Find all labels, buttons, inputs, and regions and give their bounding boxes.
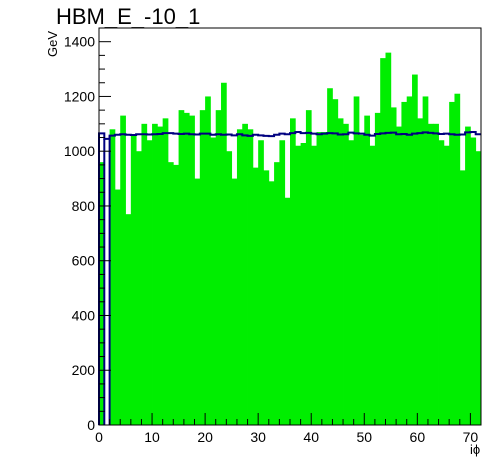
bar (162, 118, 169, 426)
bar (157, 126, 164, 425)
x-tick-label: 50 (356, 429, 372, 445)
bar (152, 123, 158, 426)
bar (290, 118, 296, 426)
bar (311, 145, 317, 426)
bar (247, 129, 254, 425)
x-tick-label: 60 (410, 429, 426, 445)
bar (358, 134, 365, 426)
bar (385, 52, 392, 425)
bar (427, 123, 434, 426)
bar (396, 126, 402, 425)
bar (205, 96, 211, 425)
y-tick-label: 800 (72, 198, 96, 214)
bar (99, 162, 105, 425)
bar (465, 126, 471, 425)
x-tick-label: 40 (303, 429, 319, 445)
bar (183, 112, 190, 426)
bar (236, 129, 243, 425)
bar (327, 88, 333, 425)
bar (141, 123, 148, 426)
bar (459, 170, 466, 425)
bar (284, 197, 291, 425)
bar (343, 123, 349, 426)
bar (231, 178, 238, 425)
bar (332, 99, 339, 425)
y-tick-label: 1400 (64, 34, 95, 50)
x-axis-label: iϕ (470, 442, 480, 457)
reference-line-group (98, 131, 481, 425)
bar (454, 93, 461, 426)
bar (305, 110, 312, 425)
y-tick-label: 600 (72, 253, 96, 269)
bar (470, 137, 477, 425)
bar (369, 145, 376, 426)
bar (279, 140, 286, 425)
bar (120, 115, 126, 425)
bar (374, 112, 381, 426)
bar (449, 101, 455, 426)
bar (194, 178, 201, 425)
y-axis: 0 200 400 600 800 1000 1200 1400 (64, 27, 111, 433)
bar (178, 110, 185, 425)
bar (242, 123, 248, 426)
y-tick-label: 1200 (64, 88, 95, 104)
bars-group (99, 52, 482, 426)
bar (348, 140, 355, 425)
y-tick-label: 1000 (64, 143, 95, 159)
bar (433, 123, 439, 426)
bar (337, 118, 344, 426)
bar (321, 132, 328, 425)
reference-line (98, 131, 481, 425)
bar (125, 214, 132, 425)
bar (438, 140, 445, 425)
bar (406, 96, 413, 425)
bar (412, 74, 418, 425)
bar (364, 115, 370, 425)
bar (263, 170, 270, 425)
bar (114, 189, 121, 425)
x-tick-label: 30 (250, 429, 266, 445)
x-axis: 0 10 20 30 40 50 60 70 (95, 413, 482, 445)
y-tick-label: 0 (87, 417, 95, 433)
x-tick-label: 70 (463, 429, 479, 445)
chart-title: HBM_E_-10_1 (56, 4, 200, 29)
bar (353, 96, 360, 425)
bar (173, 164, 179, 425)
bar (390, 107, 397, 426)
bar (221, 82, 227, 426)
bar (300, 142, 307, 425)
bar (274, 162, 280, 425)
bar (226, 151, 233, 425)
bar (130, 134, 137, 426)
bar (422, 96, 429, 425)
bar (316, 132, 323, 425)
x-tick-label: 20 (197, 429, 213, 445)
bar (258, 140, 264, 425)
y-axis-label: GeV (45, 31, 60, 57)
bar (199, 110, 206, 425)
bar (136, 151, 142, 425)
y-tick-label: 200 (72, 362, 96, 378)
bar (109, 129, 116, 425)
bar (417, 118, 424, 426)
bar (401, 101, 408, 426)
x-tick-label: 10 (144, 429, 160, 445)
bar (443, 145, 450, 426)
bar (475, 151, 482, 425)
bar (210, 137, 217, 425)
y-tick-label: 400 (72, 307, 96, 323)
bar (167, 162, 174, 425)
bar (380, 58, 386, 425)
bar (215, 110, 222, 425)
bar (189, 115, 195, 425)
bar (146, 140, 153, 425)
bar (268, 181, 275, 425)
bar (295, 145, 302, 426)
x-tick-label: 0 (95, 429, 103, 445)
bar (252, 167, 259, 426)
